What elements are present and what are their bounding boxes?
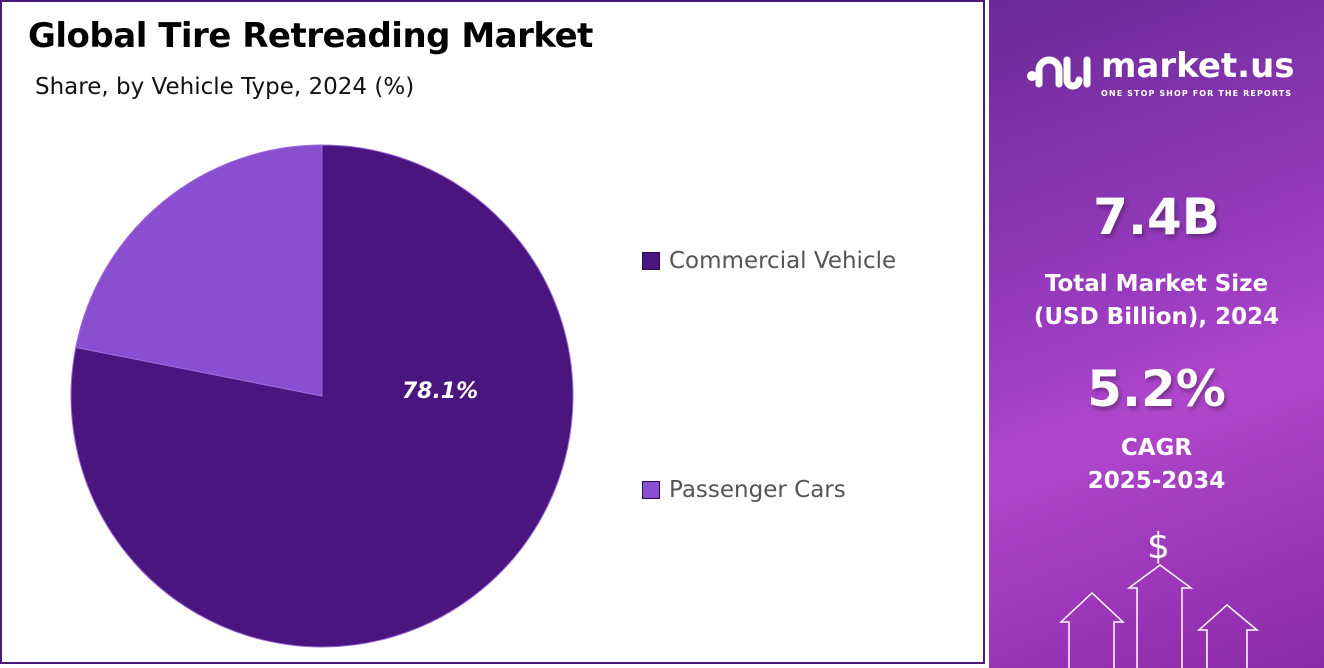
market-size-value: 7.4B	[1093, 188, 1220, 246]
cagr-label-2: 2025-2034	[1087, 468, 1226, 494]
chart-subtitle: Share, by Vehicle Type, 2024 (%)	[35, 74, 415, 100]
legend-swatch	[642, 481, 660, 499]
logo-mark-icon	[1027, 56, 1091, 89]
brand-name: market.us	[1101, 46, 1295, 86]
data-label: 78.1%	[402, 379, 478, 404]
legend-label: Passenger Cars	[669, 477, 846, 503]
chart-panel: Global Tire Retreading Market Share, by …	[0, 0, 985, 664]
market-us-logo: market.us ONE STOP SHOP FOR THE REPORTS	[1025, 46, 1295, 99]
chart-title: Global Tire Retreading Market	[28, 16, 593, 56]
cagr-label-1: CAGR	[1120, 435, 1193, 461]
legend-item-commercial: Commercial Vehicle	[642, 248, 896, 274]
legend-swatch	[642, 252, 660, 270]
summary-sidebar: market.us ONE STOP SHOP FOR THE REPORTS …	[989, 0, 1324, 668]
market-size-label: Total Market Size (USD Billion), 2024	[989, 268, 1324, 334]
legend-item-passenger: Passenger Cars	[642, 477, 846, 503]
pie-slice-passenger-cars	[75, 144, 323, 397]
dollar-sign-icon: $	[1147, 526, 1170, 567]
market-size-label-2: (USD Billion), 2024	[1033, 304, 1280, 330]
market-size-label-1: Total Market Size	[1044, 271, 1269, 297]
cagr-value: 5.2%	[1087, 360, 1226, 418]
pie-chart: 78.1%	[70, 144, 574, 648]
cagr-label: CAGR 2025-2034	[989, 432, 1324, 498]
legend-label: Commercial Vehicle	[669, 248, 897, 274]
brand-tagline: ONE STOP SHOP FOR THE REPORTS	[1101, 89, 1293, 98]
growth-arrows-icon	[1059, 564, 1260, 668]
